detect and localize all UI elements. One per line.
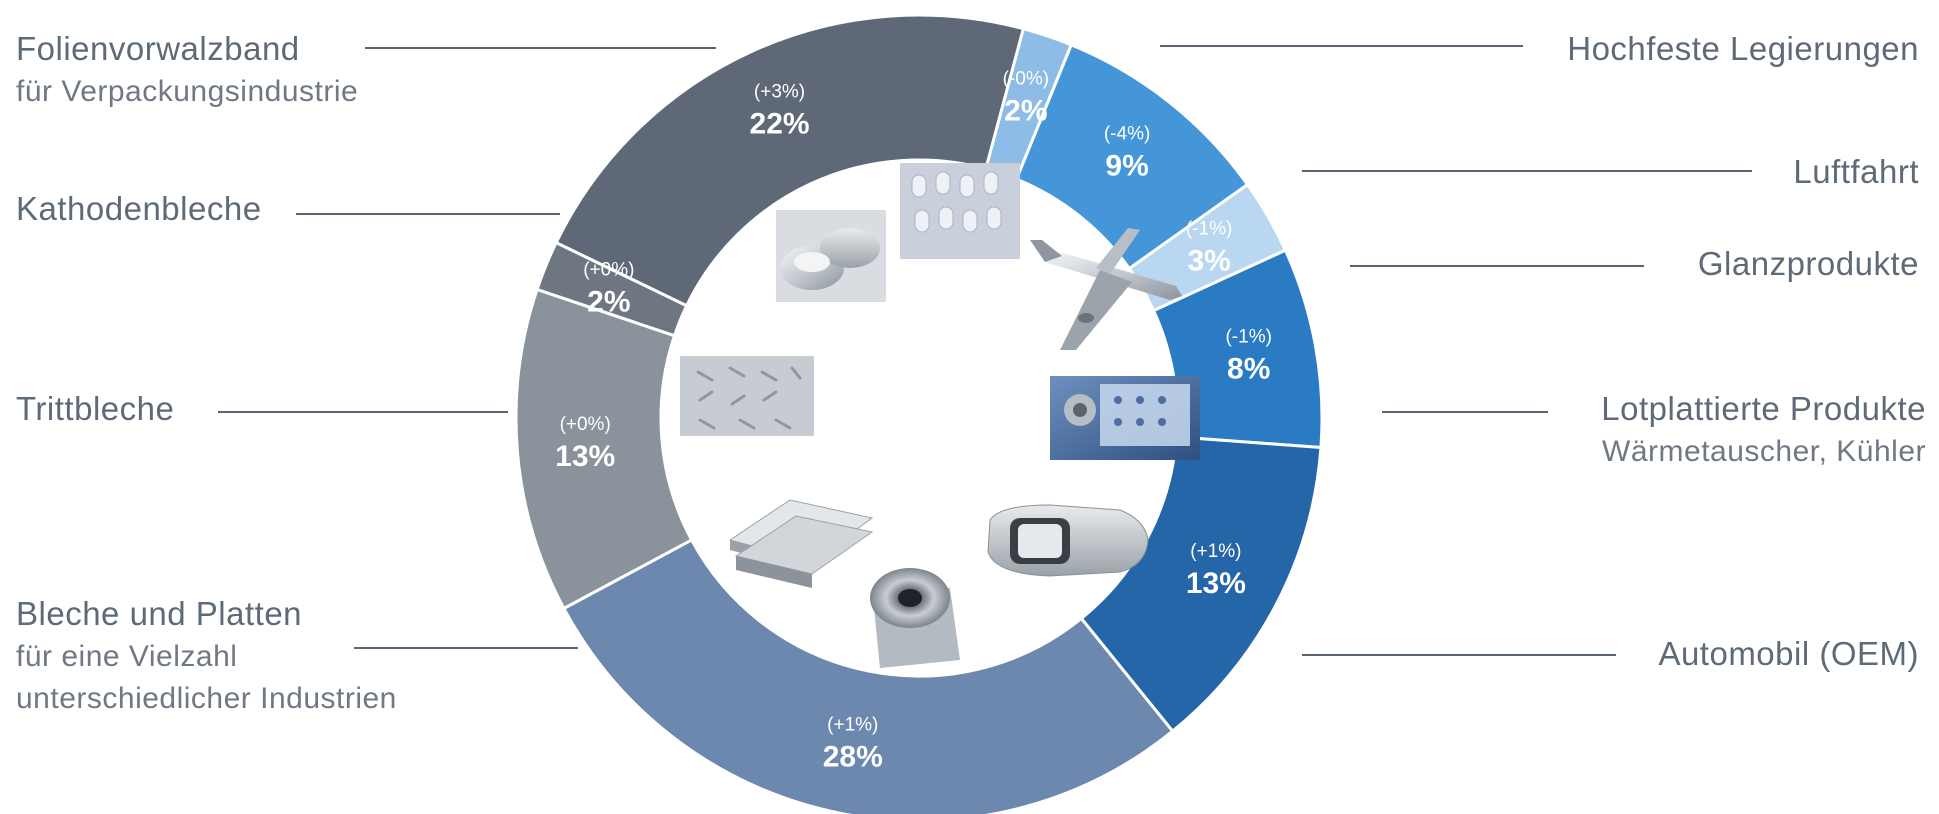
foil-rolls-photo: [776, 210, 886, 302]
heat-exchanger-photo: [1050, 376, 1200, 460]
slice-change-label-luftfahrt: (-4%): [1104, 123, 1150, 144]
category-sublabel-bleche-und-platten-line2: unterschiedlicher Industrien: [16, 682, 397, 715]
slice-value-label-luftfahrt: 9%: [1105, 149, 1148, 182]
slice-change-label-lotplattierte-produkte: (-1%): [1225, 327, 1271, 348]
category-sublabel-folienvorwalzband: für Verpackungsindustrie: [16, 75, 358, 108]
category-label-glanzprodukte: Glanzprodukte: [1698, 245, 1919, 282]
slice-value-label-automobil-oem: 13%: [1186, 567, 1246, 600]
aluminium-coil-photo: [870, 568, 960, 668]
slice-change-label-automobil-oem: (+1%): [1190, 541, 1241, 562]
car-photo: [987, 504, 1149, 577]
slice-change-label-glanzprodukte: (-1%): [1186, 219, 1232, 240]
category-label-folienvorwalzband: Folienvorwalzband: [16, 30, 300, 67]
category-label-lotplattierte-produkte: Lotplattierte Produkte: [1601, 390, 1926, 427]
donut-slices: [514, 13, 1324, 814]
slice-value-label-trittbleche: 13%: [555, 440, 615, 473]
slice-change-label-folienvorwalzband: (+3%): [754, 81, 805, 102]
tread-plate-photo: [680, 356, 814, 436]
sheet-plates-photo: [728, 499, 874, 588]
slice-value-label-bleche-und-platten: 28%: [823, 740, 883, 773]
category-label-luftfahrt: Luftfahrt: [1793, 153, 1919, 190]
slice-change-label-bleche-und-platten: (+1%): [827, 714, 878, 735]
donut-slice-folienvorwalzband: [554, 13, 1026, 308]
category-label-bleche-und-platten: Bleche und Platten: [16, 595, 302, 632]
slice-change-label-kathodenbleche: (+0%): [583, 259, 634, 280]
category-label-hochfeste-legierungen: Hochfeste Legierungen: [1567, 30, 1919, 67]
slice-value-label-folienvorwalzband: 22%: [750, 107, 810, 140]
category-label-kathodenbleche: Kathodenbleche: [16, 190, 262, 227]
slice-change-label-hochfeste-legierungen: (-0%): [1003, 68, 1049, 89]
slice-value-labels: (-0%) 2% (-4%) 9% (-1%) 3% (-1%) 8% (+1%) 13% (+1%…: [555, 68, 1272, 773]
category-sublabel-lotplattierte-produkte: Wärmetauscher, Kühler: [1602, 435, 1926, 468]
slice-change-label-trittbleche: (+0%): [560, 414, 611, 435]
category-label-automobil-oem: Automobil (OEM): [1658, 635, 1919, 672]
blister-pack-photo: [900, 163, 1020, 259]
donut-slice-bleche-und-platten: [561, 537, 1175, 814]
slice-value-label-lotplattierte-produkte: 8%: [1227, 353, 1270, 386]
category-label-trittbleche: Trittbleche: [16, 390, 174, 427]
slice-value-label-kathodenbleche: 2%: [587, 285, 630, 318]
category-labels: Folienvorwalzband für Verpackungsindustr…: [16, 30, 1926, 715]
slice-value-label-hochfeste-legierungen: 2%: [1004, 94, 1047, 127]
slice-value-label-glanzprodukte: 3%: [1187, 245, 1230, 278]
category-sublabel-bleche-und-platten-line1: für eine Vielzahl: [16, 640, 237, 673]
airplane-photo: [1030, 228, 1182, 350]
center-images: [680, 163, 1200, 668]
